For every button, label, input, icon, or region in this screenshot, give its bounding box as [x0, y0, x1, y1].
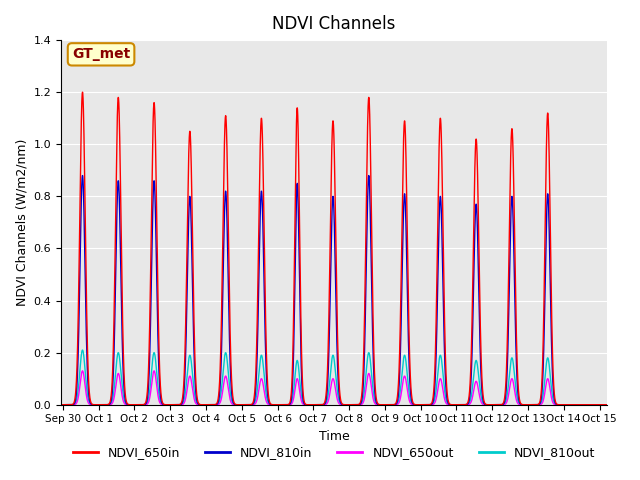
NDVI_650out: [302, 402, 310, 408]
NDVI_650in: [189, 297, 197, 303]
NDVI_650out: [187, 375, 195, 381]
NDVI_810out: [189, 383, 197, 389]
Y-axis label: NDVI Channels (W/m2/nm): NDVI Channels (W/m2/nm): [15, 139, 28, 306]
NDVI_650out: [598, 402, 606, 408]
NDVI_810out: [184, 364, 191, 370]
NDVI_810out: [603, 402, 611, 408]
NDVI_650out: [57, 402, 65, 408]
Title: NDVI Channels: NDVI Channels: [272, 15, 396, 33]
Line: NDVI_650out: NDVI_650out: [61, 371, 607, 405]
Line: NDVI_810out: NDVI_810out: [61, 350, 607, 405]
X-axis label: Time: Time: [319, 430, 349, 443]
NDVI_650in: [263, 363, 271, 369]
NDVI_650out: [189, 393, 197, 399]
Line: NDVI_810in: NDVI_810in: [61, 176, 607, 405]
NDVI_650in: [598, 402, 606, 408]
NDVI_810in: [187, 206, 195, 212]
NDVI_810in: [302, 402, 310, 408]
NDVI_810in: [598, 402, 606, 408]
NDVI_650in: [79, 89, 86, 95]
NDVI_650in: [57, 402, 65, 408]
NDVI_650out: [603, 402, 611, 408]
NDVI_810out: [302, 402, 310, 408]
NDVI_810out: [57, 402, 65, 408]
NDVI_810out: [263, 395, 271, 401]
NDVI_810out: [79, 347, 86, 353]
NDVI_810out: [598, 402, 606, 408]
NDVI_650out: [184, 382, 191, 387]
NDVI_650in: [187, 143, 195, 149]
NDVI_650out: [263, 399, 271, 405]
NDVI_810out: [187, 355, 195, 361]
NDVI_810in: [263, 381, 271, 386]
NDVI_810in: [189, 333, 197, 338]
Text: GT_met: GT_met: [72, 48, 130, 61]
NDVI_810in: [184, 251, 191, 257]
NDVI_650in: [184, 195, 191, 201]
Line: NDVI_650in: NDVI_650in: [61, 92, 607, 405]
NDVI_650in: [603, 402, 611, 408]
NDVI_810in: [79, 173, 86, 179]
NDVI_650out: [79, 368, 86, 374]
NDVI_810in: [57, 402, 65, 408]
NDVI_810in: [603, 402, 611, 408]
NDVI_650in: [302, 401, 310, 407]
Legend: NDVI_650in, NDVI_810in, NDVI_650out, NDVI_810out: NDVI_650in, NDVI_810in, NDVI_650out, NDV…: [68, 441, 600, 464]
